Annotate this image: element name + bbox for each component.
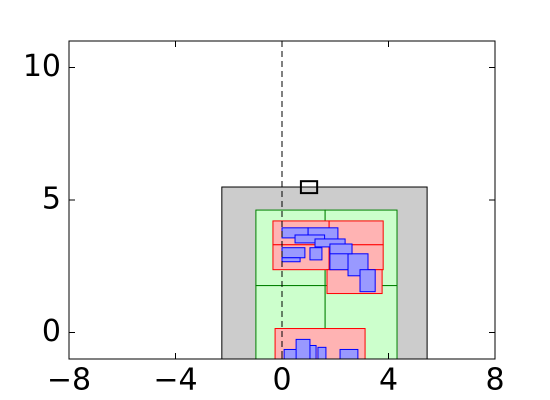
x-tick-label: −4 bbox=[153, 363, 197, 398]
x-tick-label: 8 bbox=[485, 363, 504, 398]
rectangle bbox=[329, 243, 353, 255]
rectangle bbox=[295, 338, 311, 359]
rectangle bbox=[299, 180, 319, 195]
rectangle bbox=[309, 247, 323, 261]
rectangle bbox=[317, 346, 327, 359]
y-tick-label: 0 bbox=[42, 314, 61, 349]
rectangle bbox=[281, 257, 301, 263]
rectangle bbox=[339, 348, 359, 359]
rectangle bbox=[329, 251, 349, 271]
x-tick-label: 0 bbox=[272, 363, 291, 398]
rectangle bbox=[359, 269, 376, 293]
plot-area bbox=[221, 41, 428, 359]
x-tick-label: 4 bbox=[379, 363, 398, 398]
rectangle bbox=[281, 247, 306, 259]
axes-frame bbox=[68, 40, 496, 360]
y-tick-label: 10 bbox=[23, 49, 61, 84]
y-tick-label: 5 bbox=[42, 182, 61, 217]
x-tick-label: −8 bbox=[47, 363, 91, 398]
